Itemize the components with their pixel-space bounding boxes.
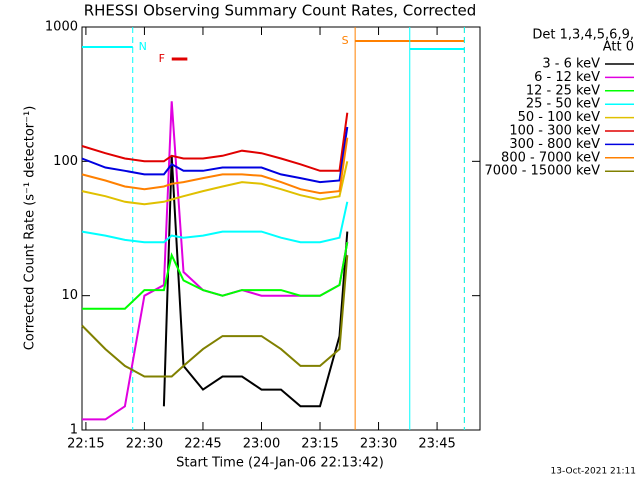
period-label: S <box>342 34 349 47</box>
legend-header: Att 0 <box>603 40 634 55</box>
legend-label: 50 - 100 keV <box>518 110 601 125</box>
chart-title: RHESSI Observing Summary Count Rates, Co… <box>84 2 477 20</box>
x-tick-label: 22:45 <box>184 437 221 452</box>
x-tick-label: 23:30 <box>360 437 397 452</box>
x-axis-title: Start Time (24-Jan-06 22:13:42) <box>176 456 384 471</box>
y-tick-label: 100 <box>53 154 78 169</box>
series-line <box>81 255 349 378</box>
plot-frame <box>81 26 481 431</box>
legend-label: 7000 - 15000 keV <box>485 164 601 179</box>
x-tick-label: 22:30 <box>126 437 163 452</box>
footer: 13-Oct-2021 21:11 <box>551 467 636 477</box>
legend-label: 100 - 300 keV <box>509 124 600 139</box>
series-line <box>81 201 349 244</box>
legend-label: 3 - 6 keV <box>542 57 600 72</box>
x-tick-label: 23:00 <box>243 437 280 452</box>
x-tick-label: 22:15 <box>67 437 104 452</box>
series-line <box>162 155 349 408</box>
legend-label: 300 - 800 keV <box>509 137 600 152</box>
x-tick-label: 23:15 <box>301 437 338 452</box>
y-tick-label: 10 <box>61 288 78 303</box>
period-label: N <box>139 40 147 53</box>
legend-label: 12 - 25 keV <box>526 83 600 98</box>
series-line <box>81 126 349 184</box>
series-line <box>82 101 349 421</box>
legend-label: 25 - 50 keV <box>526 97 600 112</box>
legend-header: Det 1,3,4,5,6,9, <box>532 28 634 43</box>
y-tick-label: 1000 <box>45 20 78 35</box>
period-label: F <box>159 52 165 65</box>
series-line <box>82 242 349 310</box>
legend-label: 800 - 7000 keV <box>501 150 600 165</box>
y-axis-title: Corrected Count Rate (s⁻¹ detector⁻¹) <box>23 106 38 351</box>
x-tick-label: 23:45 <box>418 437 455 452</box>
series-line <box>81 137 349 195</box>
series-line <box>81 161 349 206</box>
y-tick-label: 1 <box>70 423 78 438</box>
series-line <box>81 112 349 172</box>
legend-label: 6 - 12 keV <box>534 70 600 85</box>
